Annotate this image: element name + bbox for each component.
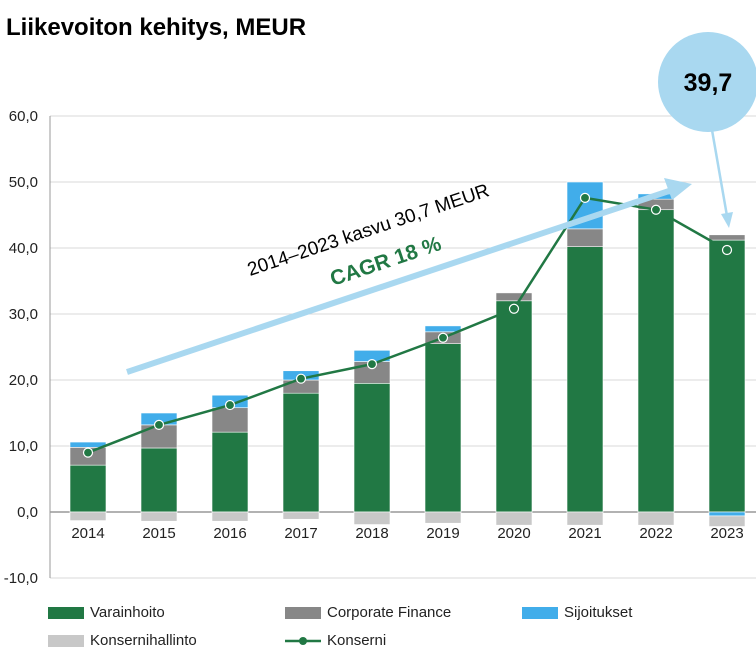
bar-corporate-finance <box>495 292 533 302</box>
growth-arrowhead <box>664 178 692 200</box>
konserni-point <box>153 419 165 430</box>
x-tick-label: 2021 <box>568 525 601 542</box>
x-tick-label: 2018 <box>355 525 388 542</box>
growth-arrow <box>126 187 673 375</box>
konserni-point <box>437 332 449 343</box>
legend-label: Sijoitukset <box>564 604 633 621</box>
legend-label: Corporate Finance <box>327 604 452 621</box>
legend-label: Konsernihallinto <box>90 632 197 649</box>
x-tick-label: 2023 <box>710 525 743 542</box>
bar-sijoitukset <box>708 511 746 517</box>
konserni-point <box>366 359 378 370</box>
bar-konsernihallinto <box>424 511 462 524</box>
konserni-point <box>82 447 94 458</box>
x-tick-label: 2017 <box>284 525 317 542</box>
bubble-value: 39,7 <box>684 69 733 97</box>
bar-konsernihallinto <box>708 515 746 527</box>
bubble-pointer-head <box>721 212 733 228</box>
legend-label: Varainhoito <box>90 604 165 621</box>
bar-corporate-finance <box>708 234 746 241</box>
bar-varainhoito <box>211 431 249 513</box>
bar-konsernihallinto <box>495 511 533 526</box>
bar-konsernihallinto <box>69 511 107 521</box>
bar-varainhoito <box>424 343 462 513</box>
legend-swatch <box>48 634 84 647</box>
x-tick-label: 2014 <box>71 525 104 542</box>
y-tick-label: 50,0 <box>9 174 38 191</box>
y-tick-label: 0,0 <box>17 504 38 521</box>
legend-sijoitukset: Sijoitukset <box>522 604 632 621</box>
value-bubble <box>658 32 756 132</box>
legend-line-icon <box>285 636 321 645</box>
legend-konsernihallinto: Konsernihallinto <box>48 632 197 649</box>
konserni-point <box>508 303 520 314</box>
x-tick-label: 2020 <box>497 525 530 542</box>
legend-corporate-finance: Corporate Finance <box>285 604 451 621</box>
bar-varainhoito <box>708 239 746 513</box>
bar-konsernihallinto <box>211 511 249 522</box>
y-tick-label: 30,0 <box>9 306 38 323</box>
y-tick-label: -10,0 <box>4 570 38 587</box>
bubble-pointer <box>710 129 729 217</box>
y-tick-label: 10,0 <box>9 438 38 455</box>
bar-varainhoito <box>69 464 107 513</box>
konserni-point <box>650 204 662 215</box>
x-tick-label: 2019 <box>426 525 459 542</box>
konserni-point <box>224 399 236 411</box>
konserni-line <box>87 196 728 454</box>
bar-konsernihallinto <box>140 511 178 522</box>
bar-varainhoito <box>140 447 178 513</box>
legend-swatch <box>285 606 321 619</box>
bar-varainhoito <box>282 392 320 513</box>
bar-konsernihallinto <box>282 511 320 520</box>
x-tick-label: 2015 <box>142 525 175 542</box>
legend-swatch <box>48 606 84 619</box>
legend-konserni: Konserni <box>285 632 386 649</box>
bar-konsernihallinto <box>566 511 604 526</box>
legend-varainhoito: Varainhoito <box>48 604 165 621</box>
konserni-point <box>295 373 307 384</box>
bar-konsernihallinto <box>637 511 675 526</box>
bar-sijoitukset <box>424 325 462 333</box>
x-tick-label: 2016 <box>213 525 246 542</box>
legend-label: Konserni <box>327 632 387 649</box>
bar-varainhoito <box>495 300 533 513</box>
x-tick-label: 2022 <box>639 525 672 542</box>
y-tick-label: 40,0 <box>9 240 38 257</box>
bar-corporate-finance <box>566 228 604 247</box>
legend-swatch <box>522 606 558 619</box>
y-tick-label: 60,0 <box>9 108 38 125</box>
y-tick-label: 20,0 <box>9 372 38 389</box>
bar-corporate-finance <box>211 407 249 433</box>
bar-varainhoito <box>637 209 675 513</box>
chart-title: Liikevoiton kehitys, MEUR <box>6 14 307 41</box>
bar-varainhoito <box>566 246 604 513</box>
bar-varainhoito <box>353 382 391 513</box>
konserni-point <box>579 192 591 203</box>
konserni-point <box>721 244 733 256</box>
bar-konsernihallinto <box>353 511 391 525</box>
